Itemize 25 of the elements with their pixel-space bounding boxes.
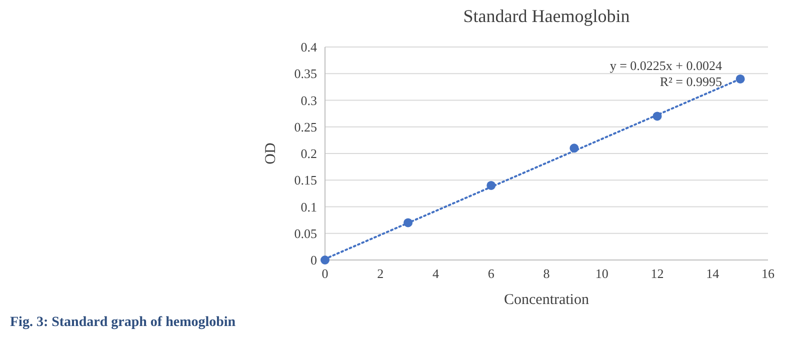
y-tick-label: 0.25 <box>294 119 317 134</box>
x-axis-title: Concentration <box>504 292 590 308</box>
x-tick-label: 0 <box>322 266 328 281</box>
y-tick-label: 0.4 <box>300 40 318 55</box>
x-tick-label: 14 <box>706 266 720 281</box>
y-tick-label: 0.35 <box>294 66 317 82</box>
x-tick-label: 6 <box>488 266 495 281</box>
y-tick-label: 0.2 <box>300 146 317 162</box>
y-tick-label: 0.3 <box>300 92 317 108</box>
annotation: R² = 0.9995 <box>660 74 722 89</box>
annotation: y = 0.0225x + 0.0024 <box>610 58 722 73</box>
point <box>320 256 330 264</box>
x-tick-label: 16 <box>762 266 775 281</box>
x-tick-label: 4 <box>432 266 440 281</box>
y-tick-label: 0.05 <box>294 226 317 241</box>
x-tick-label: 10 <box>595 266 608 281</box>
x-tick-label: 2 <box>377 266 384 281</box>
y-tick-label: 0.1 <box>300 199 317 214</box>
x-tick-label: 8 <box>543 266 550 281</box>
y-axis-title: OD <box>263 142 279 164</box>
x-tick-label: 12 <box>650 266 664 281</box>
y-tick-label: 0 <box>310 252 317 268</box>
chart-title: Standard Haemoglobin <box>463 6 630 26</box>
caption: Fig. 3: Standard graph of hemoglobin <box>10 315 236 330</box>
y-tick-label: 0.15 <box>294 172 317 188</box>
